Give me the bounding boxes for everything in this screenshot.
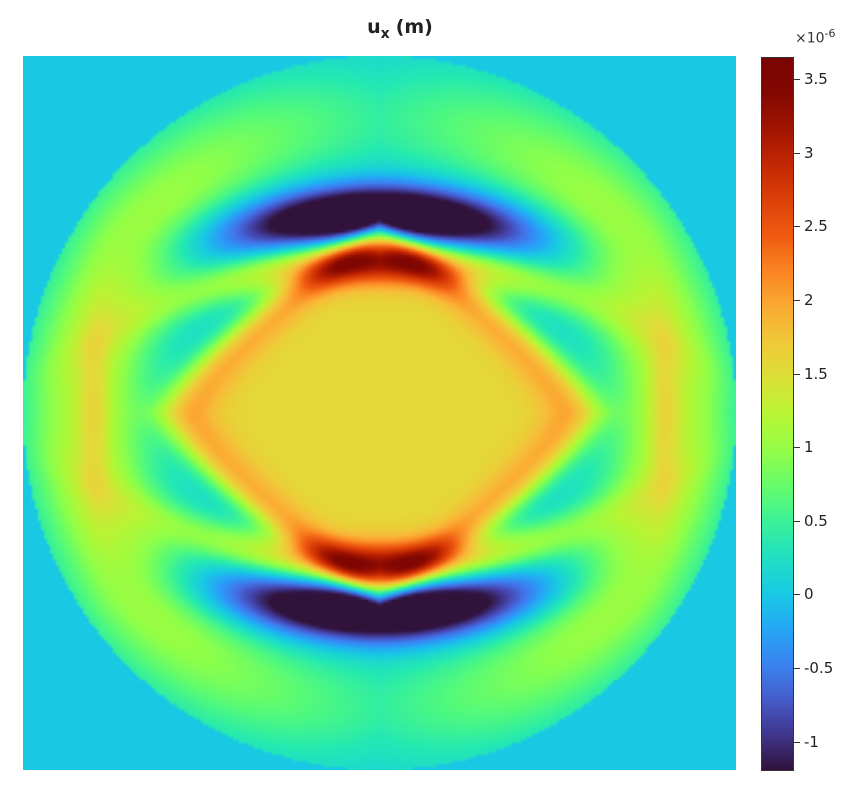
colorbar-scale-base: ×10 — [795, 30, 825, 47]
colorbar-tick-mark — [794, 447, 800, 449]
chart-title: ux (m) — [0, 16, 800, 42]
colorbar-tick-mark — [794, 226, 800, 228]
colorbar-scale-label: ×10-6 — [795, 27, 836, 47]
colorbar-tick-mark — [794, 373, 800, 375]
title-unit: (m) — [395, 16, 433, 38]
colorbar-tick-label: 3 — [804, 143, 814, 162]
colorbar-tick-label: 0 — [804, 585, 814, 604]
colorbar-tick-label: -0.5 — [804, 658, 834, 677]
colorbar-tick-label: 2 — [804, 290, 814, 309]
colorbar-tick-label: 1 — [804, 438, 814, 457]
colorbar-tick-mark — [794, 520, 800, 522]
colorbar-tick-mark — [794, 667, 800, 669]
title-subscript: x — [380, 26, 390, 42]
colorbar-tick-mark — [794, 152, 800, 154]
colorbar — [761, 57, 794, 771]
colorbar-scale-exponent: -6 — [824, 27, 836, 40]
colorbar-tick-mark — [794, 741, 800, 743]
colorbar-tick-mark — [794, 594, 800, 596]
colorbar-tick-label: 1.5 — [804, 364, 828, 383]
title-main: u — [367, 16, 381, 38]
heatmap-plot-area — [23, 56, 736, 770]
colorbar-tick-label: 0.5 — [804, 511, 828, 530]
colorbar-tick-mark — [794, 299, 800, 301]
colorbar-tick-label: 2.5 — [804, 217, 828, 236]
colorbar-tick-mark — [794, 79, 800, 81]
colorbar-tick-label: -1 — [804, 732, 819, 751]
colorbar-tick-label: 3.5 — [804, 70, 828, 89]
